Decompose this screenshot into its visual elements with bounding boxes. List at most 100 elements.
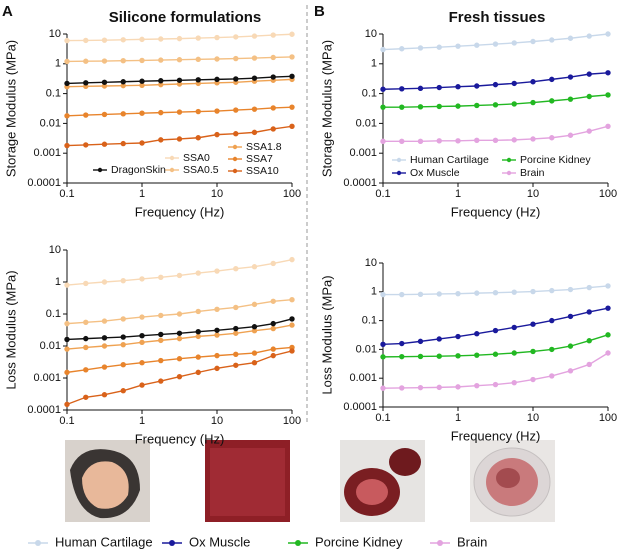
legend-label: Human Cartilage <box>410 154 489 166</box>
data-point <box>586 284 592 291</box>
data-point <box>139 314 145 320</box>
data-point <box>549 317 555 324</box>
data-point <box>586 71 592 77</box>
x-tick-label: 100 <box>283 415 301 427</box>
data-point <box>399 340 405 347</box>
data-point <box>417 45 424 51</box>
data-point <box>233 304 239 311</box>
legend-label: Porcine Kidney <box>520 154 591 166</box>
data-point <box>289 296 295 303</box>
data-point <box>233 131 239 137</box>
data-point <box>455 333 461 340</box>
legend-label: Ox Muscle <box>410 167 460 179</box>
data-point <box>101 141 108 147</box>
data-point <box>83 344 89 351</box>
data-point <box>83 319 89 326</box>
y-tick-label: 0.001 <box>349 372 377 384</box>
data-point <box>195 333 201 340</box>
data-point <box>549 346 555 353</box>
data-point <box>436 291 442 297</box>
data-point <box>417 104 424 110</box>
data-point <box>399 138 405 145</box>
data-point <box>417 291 424 297</box>
data-point <box>101 58 108 64</box>
x-axis-label: Frequency (Hz) <box>135 204 225 219</box>
data-point <box>195 354 201 360</box>
data-point <box>417 384 424 391</box>
data-point <box>139 276 145 282</box>
data-point <box>270 74 276 80</box>
data-point <box>176 136 183 142</box>
data-point <box>289 54 295 60</box>
bottom-legend-label: Human Cartilage <box>55 534 153 549</box>
y-tick-label: 1 <box>55 58 61 70</box>
data-point <box>530 321 536 327</box>
data-point <box>567 96 574 102</box>
y-tick-label: 0.001 <box>33 372 61 384</box>
y-tick-label: 0.0001 <box>27 404 61 416</box>
data-point <box>549 135 555 141</box>
data-point <box>399 291 405 298</box>
x-tick-label: 1 <box>139 188 145 200</box>
data-point <box>492 81 499 88</box>
legend-marker <box>169 155 175 161</box>
data-point <box>380 291 386 298</box>
y-tick-label: 0.01 <box>356 343 377 355</box>
data-point <box>176 373 183 380</box>
data-point <box>251 129 258 136</box>
data-point <box>176 272 183 279</box>
legend-label: SSA1.8 <box>246 141 282 153</box>
data-point <box>139 382 145 388</box>
data-point <box>64 58 70 65</box>
data-point <box>64 346 70 352</box>
data-point <box>251 33 258 39</box>
data-point <box>233 34 239 40</box>
data-point <box>492 351 499 357</box>
chart-title: Fresh tissues <box>449 9 546 26</box>
photo-ox-muscle <box>205 440 290 522</box>
data-point <box>436 353 442 359</box>
data-point <box>511 289 517 295</box>
y-tick-label: 0.1 <box>46 308 61 320</box>
data-point <box>195 135 201 141</box>
data-point <box>233 351 239 358</box>
data-point <box>101 37 108 43</box>
data-point <box>530 376 536 383</box>
data-point <box>270 126 276 132</box>
data-point <box>195 56 201 63</box>
data-point <box>139 36 145 43</box>
x-tick-label: 1 <box>139 415 145 427</box>
data-point <box>605 283 611 289</box>
data-point <box>176 57 183 63</box>
data-point <box>214 56 220 62</box>
legend-marker <box>97 167 103 173</box>
x-tick-label: 0.1 <box>375 412 390 424</box>
data-point <box>214 352 220 359</box>
data-point <box>380 138 386 145</box>
data-point <box>530 79 536 85</box>
data-point <box>64 282 70 288</box>
data-point <box>83 367 89 373</box>
data-point <box>176 77 183 83</box>
y-axis-label: Storage Modulus (MPa) <box>3 40 18 177</box>
data-point <box>492 327 499 334</box>
y-tick-label: 10 <box>365 257 377 269</box>
y-tick-label: 1 <box>55 276 61 288</box>
data-point <box>101 279 108 285</box>
data-point <box>474 42 480 48</box>
data-point <box>474 137 480 144</box>
data-point <box>586 361 592 368</box>
y-axis-label: Storage Modulus (MPa) <box>319 40 334 177</box>
x-tick-label: 0.1 <box>59 415 74 427</box>
data-point <box>158 109 164 116</box>
data-point <box>530 99 536 106</box>
bottom-legend-label: Porcine Kidney <box>315 534 403 549</box>
x-tick-label: 100 <box>599 188 617 200</box>
data-point <box>101 364 108 370</box>
data-point <box>139 339 145 346</box>
data-point <box>289 316 295 322</box>
data-point <box>492 381 499 388</box>
x-axis-label: Frequency (Hz) <box>451 428 541 443</box>
data-point <box>120 388 126 394</box>
